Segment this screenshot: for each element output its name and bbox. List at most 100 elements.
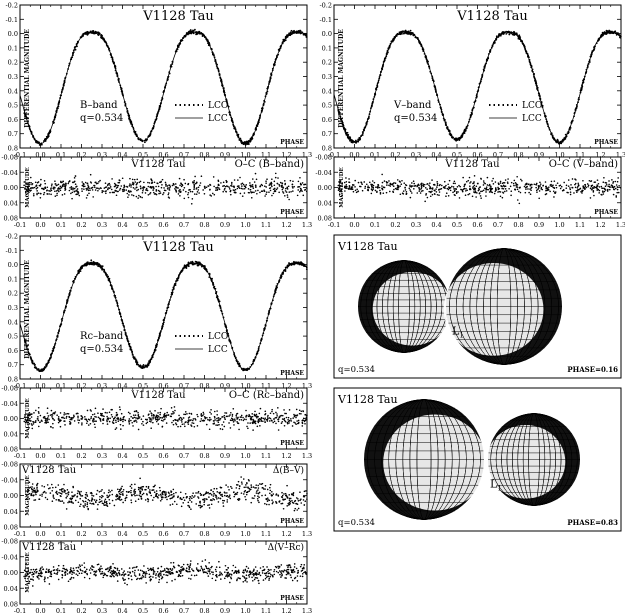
data-point [162, 193, 164, 196]
data-point [299, 187, 302, 190]
data-point [361, 189, 364, 192]
data-point [55, 190, 58, 192]
y-tick-label: 0.08 [4, 215, 18, 223]
data-point [438, 194, 440, 196]
data-point [434, 189, 436, 192]
data-point [354, 189, 357, 192]
data-point [27, 183, 29, 186]
data-point [111, 178, 113, 180]
data-point [59, 189, 62, 192]
data-point [519, 191, 522, 194]
data-point [280, 185, 283, 187]
data-point [236, 421, 238, 423]
data-point [431, 188, 434, 190]
data-point [392, 190, 394, 193]
data-point [217, 416, 220, 419]
data-point [63, 412, 66, 414]
data-point [472, 186, 475, 188]
data-point [221, 424, 223, 426]
data-point [345, 187, 347, 189]
chart-title: V1128 Tau [142, 9, 213, 24]
y-tick-label: 0.0 [8, 30, 18, 38]
x-tick-label: 0.8 [513, 221, 523, 229]
data-point [466, 189, 468, 192]
y-tick-label: 0.4 [8, 318, 18, 326]
data-point [222, 421, 225, 423]
data-point [54, 195, 57, 197]
x-tick-label: 1.0 [554, 221, 564, 229]
data-point [129, 177, 131, 180]
data-point [569, 188, 572, 191]
data-point [499, 182, 502, 184]
data-point [282, 192, 285, 194]
data-point [478, 192, 481, 194]
data-point [83, 185, 86, 188]
data-point [528, 191, 530, 194]
data-point [424, 200, 426, 203]
x-tick-label: 0.8 [199, 452, 209, 460]
data-point [422, 185, 425, 188]
x-tick-label: 1.0 [240, 221, 250, 229]
data-point [445, 192, 448, 195]
data-point [516, 186, 519, 188]
data-point [435, 188, 437, 190]
data-point [148, 182, 151, 184]
data-point [132, 425, 134, 427]
plot-frame [333, 4, 622, 149]
data-point [93, 413, 96, 415]
x-tick-label: 0.0 [35, 221, 45, 229]
data-point [453, 189, 456, 192]
data-point [573, 192, 575, 194]
data-point [552, 190, 555, 193]
data-point [609, 186, 611, 189]
data-point [408, 187, 411, 190]
data-point [596, 179, 599, 181]
data-point [71, 197, 73, 200]
data-point [165, 185, 167, 187]
data-point [137, 197, 139, 199]
data-point [553, 186, 555, 189]
data-point [436, 186, 438, 188]
data-point [473, 184, 476, 187]
data-point [340, 189, 343, 192]
x-axis-label: PHASE [594, 139, 618, 146]
data-point [46, 189, 48, 191]
data-point [491, 180, 493, 182]
data-point [413, 182, 416, 185]
data-point [503, 190, 506, 193]
data-point [297, 189, 300, 191]
x-tick-label: 0.2 [390, 221, 400, 229]
data-point [567, 185, 570, 187]
y-tick-label: 0.04 [4, 199, 18, 207]
data-point [490, 188, 493, 191]
data-point [217, 180, 220, 182]
data-point [186, 413, 188, 415]
data-point [34, 181, 37, 184]
x-tick-label: 0.5 [138, 221, 148, 229]
data-point [88, 187, 91, 190]
data-point [608, 183, 610, 186]
data-point [533, 183, 536, 186]
data-point [265, 191, 268, 193]
model-curve [19, 262, 308, 371]
data-point [523, 185, 526, 188]
data-point [544, 181, 547, 183]
data-point [148, 416, 150, 419]
y-tick-label: -0.04 [315, 169, 332, 177]
data-point [382, 192, 385, 195]
data-point [385, 191, 388, 194]
data-point [193, 193, 196, 195]
data-point [612, 193, 615, 196]
data-point [504, 179, 507, 181]
data-point [429, 182, 431, 184]
x-tick-label: 1.0 [240, 452, 250, 460]
data-point [125, 189, 128, 191]
data-point [455, 192, 458, 195]
data-point [224, 187, 226, 190]
data-point [464, 194, 467, 196]
data-point [159, 413, 161, 416]
data-point [405, 184, 408, 187]
x-tick-label: 0.6 [472, 151, 482, 159]
data-point [134, 188, 136, 190]
data-point [141, 196, 143, 199]
